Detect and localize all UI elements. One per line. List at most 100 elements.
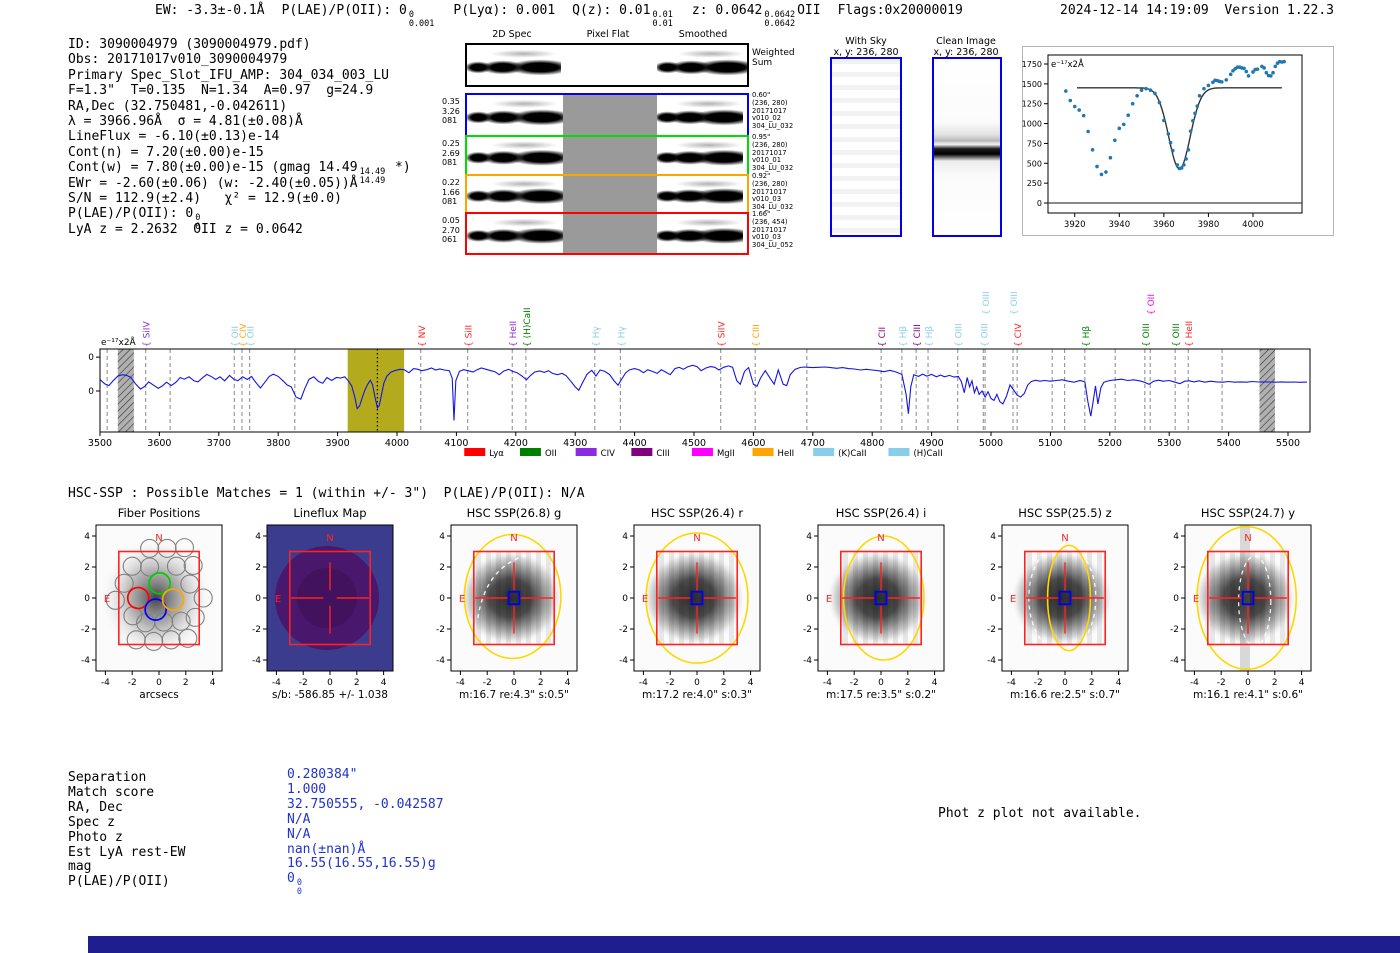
info-line: F=1.3" T=0.135 N=1.34 A=0.97 g=24.9 [68, 83, 374, 99]
compass-east: E [459, 594, 465, 605]
cutout-y-tick: 4 [84, 532, 90, 542]
row-2d-spec-image [467, 214, 563, 253]
info-line: Cont(w) = 7.80(±0.00)e-15 (gmag 14.49 14.… [68, 160, 411, 185]
selected-fiber-circle [148, 571, 172, 595]
cutout-title: HSC SSP(24.7) y [1201, 506, 1295, 520]
info-line-post: *) [387, 160, 411, 176]
fiber-2d-spec-row [465, 212, 749, 255]
cutout-x-tick: 0 [156, 678, 162, 688]
weighted-sum-label-line: Weighted [752, 48, 795, 58]
row-weight-value: 0.05 [442, 216, 460, 225]
row-right-meta: 1.66" (236, 454) 20171017 v010_03 304_LU_052 [752, 210, 794, 250]
fit-x-tick: 3980 [1198, 220, 1220, 230]
header-metric: P(LAE)/P(OII): 0 0 0.001 [282, 3, 437, 28]
spectrum-x-tick: 3800 [266, 438, 290, 449]
row-meta-line: v010_01 [752, 156, 782, 165]
header-metric-text: Q(z): 0.01 [572, 3, 651, 18]
legend-label: (H)CaII [913, 449, 942, 459]
row-smoothed-image [657, 137, 743, 174]
legend-swatch [464, 448, 486, 456]
selected-fiber-circle [161, 588, 185, 611]
spectral-line-label: { CIV [239, 322, 249, 347]
cutout-x-tick: -4 [1007, 678, 1016, 688]
cutout-panel-fiber: Fiber Positions N E -4 -4 -2 -2 0 0 2 2 4 4 arcsecs [63, 505, 255, 710]
cutout-x-tick: 2 [354, 678, 360, 688]
fiber-circle [114, 573, 134, 593]
spectral-line-label: { Hβ [1082, 326, 1092, 347]
spectrum-x-tick: 3700 [207, 438, 231, 449]
masked-region-hatch [1259, 349, 1275, 432]
match-row-label: RA, Dec [68, 799, 123, 815]
twod-column-header: 2D Spec [492, 29, 532, 40]
match-row-value: N/A [287, 827, 310, 842]
spectral-line-label: { CII [878, 327, 888, 347]
cutout-title: Lineflux Map [293, 506, 366, 520]
info-line: LineFlux = -6.10(±0.13)e-14 [68, 129, 280, 145]
spectral-line-label: { Hβ [925, 326, 935, 347]
cutout-y-tick: -2 [436, 625, 445, 635]
centroid-box [507, 590, 521, 606]
row-meta-line: 304_LU_052 [752, 241, 794, 250]
galaxy-blob [826, 550, 930, 646]
fit-y-tick: 750 [1027, 139, 1042, 148]
match-row-value: 16.55(16.55,16.55)g [287, 856, 436, 871]
spectral-line-label: { CIII [752, 324, 762, 347]
cutout-y-tick: -4 [619, 656, 628, 666]
row-meta-line: v010_02 [752, 114, 782, 123]
spectrum-x-tick: 4300 [563, 438, 587, 449]
fit-data-point [1086, 129, 1090, 134]
spectrum-x-tick: 5000 [979, 438, 1003, 449]
info-line: Obs: 20171017v010_3090004979 [68, 52, 288, 68]
fit-data-point [1139, 88, 1144, 93]
full-spectrum-plot: 3500 3600 3700 3800 3900 4000 4100 4200 4300 4400… [71, 278, 1340, 469]
spectral-line-label: { HeII [509, 321, 519, 347]
header-metrics: EW: -3.3±-0.1Å P(LAE)/P(OII): 0 0 0.001 P(Ly… [155, 3, 980, 28]
cutout-panel-i: HSC SSP(26.4) i N E -4 -4 -2 -2 0 0 2 2 4 4 m:17.5 re… [785, 505, 977, 710]
cutout-x-tick: 4 [381, 678, 387, 688]
legend-label: Lyα [489, 449, 504, 459]
row-meta-line: 0.60" [752, 91, 771, 99]
spectral-line-label: { OIII [1010, 291, 1020, 315]
extraction-box [472, 550, 556, 646]
cutout-y-tick: 0 [806, 594, 812, 604]
galaxy-blob [1193, 550, 1297, 646]
match-row-value: 1.000 [287, 782, 326, 797]
match-row-value-text: N/A [287, 826, 311, 842]
cutout-y-tick: 4 [806, 532, 812, 542]
sky-panel-coords: x, y: 236, 280 [933, 47, 999, 58]
header-metric-post: OII [797, 3, 821, 18]
cutout-caption: m:17.5 re:3.5" s:0.2" [826, 689, 936, 701]
info-line: RA,Dec (32.750481,-0.042611) [68, 98, 288, 114]
stack-top: 0.01 [652, 10, 673, 20]
cutout-x-tick: -2 [299, 678, 308, 688]
compass-east: E [104, 594, 110, 605]
cutout-y-tick: -4 [987, 656, 996, 666]
spectral-line-label: { OII [1147, 294, 1157, 315]
fit-y-tick: 1500 [1022, 80, 1042, 89]
fit-data-point [1244, 69, 1249, 74]
row-left-weights: 0.05 2.70 061 [442, 216, 460, 245]
cutout-x-tick: -2 [850, 678, 859, 688]
spectral-line-label: { OIII [955, 323, 965, 347]
cutout-x-tick: 4 [210, 678, 216, 688]
cutout-x-tick: -2 [483, 678, 492, 688]
fit-y-tick: 500 [1027, 159, 1042, 168]
spectral-line-label: { Hγ [592, 326, 602, 347]
extraction-box [1023, 550, 1107, 646]
fit-data-point [1090, 147, 1095, 152]
spectral-line-label: { (H)CaII [523, 308, 533, 348]
fit-data-point [1179, 166, 1184, 170]
cutout-y-tick: -4 [436, 656, 445, 666]
fit-data-point [1117, 126, 1122, 131]
spectral-line-label: { Hγ [617, 326, 627, 347]
cutout-caption: m:16.6 re:2.5" s:0.7" [1010, 689, 1120, 701]
weighted-2d-spec-image [467, 45, 561, 85]
cutout-x-tick: 2 [1089, 678, 1095, 688]
fit-data-point [1148, 88, 1153, 93]
spectral-line-label: { OII [231, 326, 241, 347]
row-2d-spec-image [467, 176, 563, 212]
cutout-x-tick: 2 [183, 678, 189, 688]
row-pixel-flat-image [563, 95, 657, 135]
